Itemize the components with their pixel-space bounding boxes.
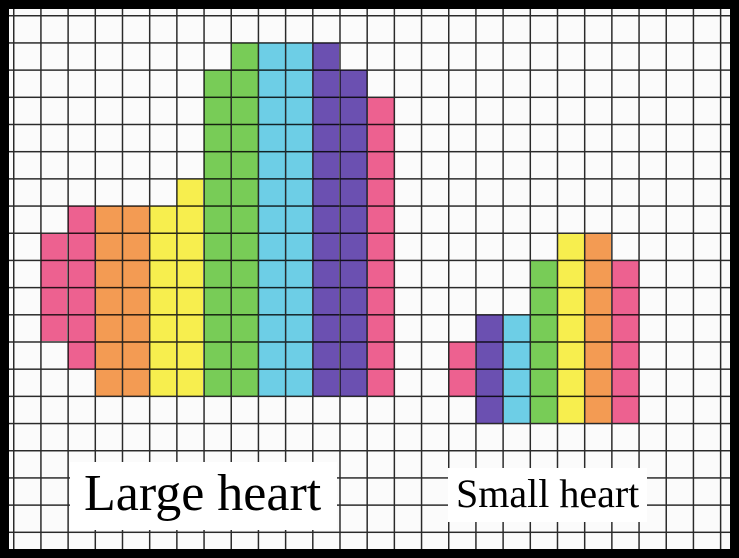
large-heart-column-pink: [367, 97, 394, 396]
large-heart-column-pink: [68, 206, 95, 369]
small-heart-column-purple: [476, 315, 503, 423]
large-heart-column-blue: [258, 43, 285, 396]
small-heart-column-pink: [612, 260, 639, 423]
large-heart-column-orange: [95, 206, 122, 396]
large-heart-column-yellow: [177, 179, 204, 396]
large-heart-label: Large heart: [70, 462, 338, 530]
small-heart-column-green: [530, 260, 557, 423]
small-heart-label: Small heart: [448, 468, 648, 522]
small-heart-column-orange: [585, 233, 612, 423]
large-heart-column-blue: [286, 43, 313, 396]
large-heart-column-purple: [340, 70, 367, 396]
large-heart-column-green: [204, 70, 231, 396]
small-heart-column-pink: [449, 342, 476, 396]
large-heart-column-pink: [41, 233, 68, 342]
small-heart-column-blue: [503, 315, 530, 423]
large-heart-column-orange: [122, 206, 149, 396]
graph-paper: [9, 9, 730, 549]
large-heart-column-green: [231, 43, 258, 396]
large-heart-column-yellow: [150, 206, 177, 396]
large-heart-column-purple: [313, 43, 340, 396]
small-heart-column-yellow: [558, 233, 585, 423]
